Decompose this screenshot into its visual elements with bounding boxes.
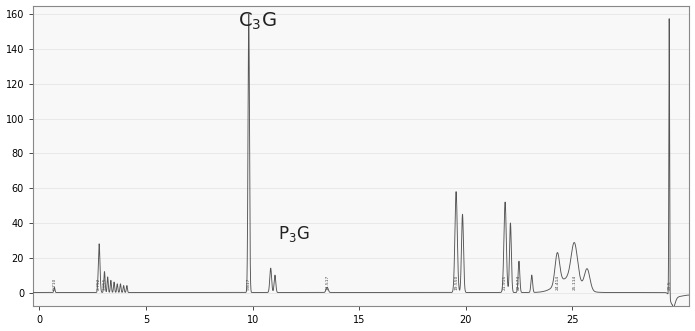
Text: 22.574: 22.574 (517, 275, 521, 290)
Text: 25.114: 25.114 (573, 275, 576, 290)
Text: 13.517: 13.517 (325, 275, 329, 290)
Text: 2.792: 2.792 (97, 277, 101, 290)
Text: P$_3$G: P$_3$G (278, 224, 310, 244)
Text: C$_3$G: C$_3$G (238, 10, 276, 32)
Text: 29.5: 29.5 (667, 280, 671, 290)
Text: 3.055: 3.055 (102, 277, 106, 290)
Text: 0.710: 0.710 (52, 277, 56, 290)
Text: 24.414: 24.414 (555, 275, 559, 290)
Text: 19.550: 19.550 (454, 274, 458, 290)
Text: 21.915: 21.915 (503, 275, 507, 290)
Text: 9.817: 9.817 (247, 277, 251, 290)
